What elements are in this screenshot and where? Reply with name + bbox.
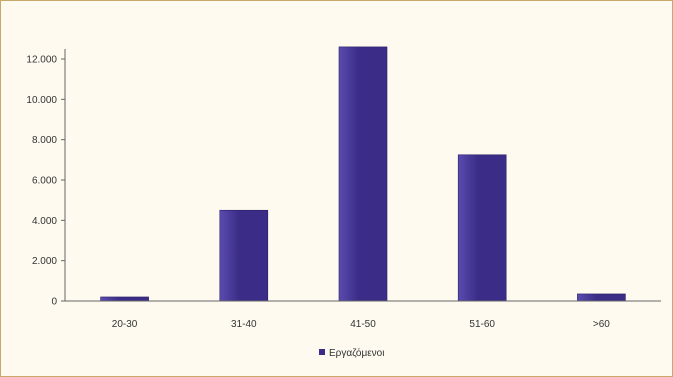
y-tick-label: 6.000 bbox=[32, 176, 57, 187]
bar->60 bbox=[577, 293, 626, 302]
x-tick-label: >60 bbox=[593, 319, 610, 330]
legend-swatch bbox=[319, 349, 325, 355]
x-axis: 20-30 31-40 41-50 51-60 >60 bbox=[65, 300, 661, 330]
legend-label: Εργαζόμενοι bbox=[329, 347, 384, 359]
y-tick-label: 0 bbox=[51, 297, 57, 308]
x-tick-label: 41-50 bbox=[350, 319, 376, 330]
bar-41-50 bbox=[338, 46, 388, 302]
y-tick-label: 2.000 bbox=[32, 256, 57, 267]
y-axis: 0 2.000 4.000 6.000 8.000 10.000 12.000 bbox=[26, 49, 66, 308]
bar-31-40 bbox=[219, 209, 269, 302]
bar-20-30 bbox=[100, 296, 149, 302]
x-tick-label: 51-60 bbox=[469, 319, 495, 330]
y-tick-label: 8.000 bbox=[32, 135, 57, 146]
y-tick-label: 10.000 bbox=[26, 95, 57, 106]
bars bbox=[100, 46, 626, 302]
bar-51-60 bbox=[457, 154, 507, 302]
x-tick-label: 20-30 bbox=[112, 319, 138, 330]
y-tick-label: 12.000 bbox=[26, 55, 57, 66]
x-tick-label: 31-40 bbox=[231, 319, 257, 330]
legend: Εργαζόμενοι bbox=[319, 347, 384, 359]
y-tick-label: 4.000 bbox=[32, 216, 57, 227]
